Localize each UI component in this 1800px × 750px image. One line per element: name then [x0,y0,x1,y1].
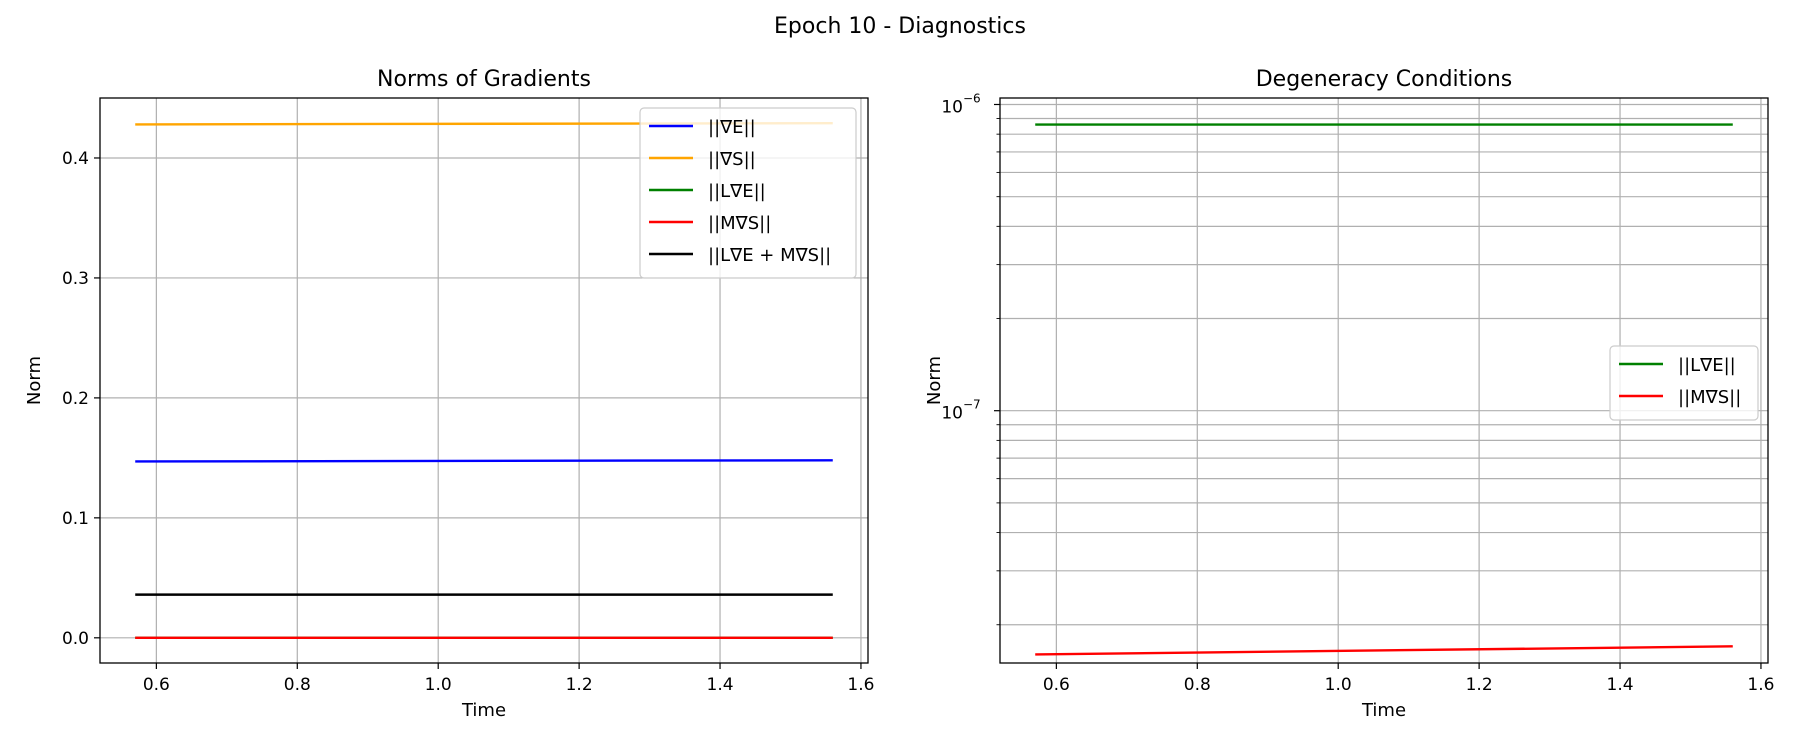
x-axis-label: Time [461,700,506,721]
y-tick-label: 0.4 [62,149,89,169]
x-tick-label: 1.0 [425,675,452,695]
legend-item: ||L∇E + M∇S|| [649,245,831,266]
series-line [1035,645,1733,656]
chart-title: Norms of Gradients [377,67,591,92]
legend-frame [639,107,857,279]
y-tick-label: 10 −7 [941,398,980,424]
y-tick-label: 0.2 [62,389,89,409]
svg-text:10: 10 [941,97,963,117]
y-tick-label: 0.0 [62,629,89,649]
x-tick-label: 1.6 [847,675,874,695]
axes-frame [999,97,1769,664]
chart-title: Degeneracy Conditions [1256,67,1513,92]
figure-title: Epoch 10 - Diagnostics [774,14,1026,39]
legend-item: ||M∇S|| [649,213,771,234]
y-axis-label: Norm [924,356,945,405]
y-tick-label: 0.3 [62,269,89,289]
x-tick-label: 1.2 [1466,675,1493,695]
legend-label: ||M∇S|| [1678,387,1741,408]
grid [1000,98,1768,663]
x-tick-label: 1.0 [1325,675,1352,695]
y-axis-label: Norm [24,356,45,405]
series-line [135,459,833,463]
y-tick-label: 10 −6 [941,91,980,117]
x-tick-label: 1.4 [707,675,734,695]
legend-item: ||M∇S|| [1619,387,1741,408]
legend-label: ||∇E|| [708,117,756,138]
legend-item: ||L∇E|| [649,181,766,202]
legend-label: ||∇S|| [708,149,756,170]
svg-text:10: 10 [941,404,963,424]
legend-label: ||L∇E|| [1678,355,1736,376]
x-tick-label: 0.8 [284,675,311,695]
svg-text:−7: −7 [963,398,981,412]
x-tick-label: 1.4 [1607,675,1634,695]
axes-frame [99,97,869,664]
svg-text:−6: −6 [963,91,981,105]
legend: ||∇E|| ||∇S|| ||L∇E|| ||M∇S|| ||L∇E + M∇S|| [639,107,857,279]
x-tick-label: 1.6 [1747,675,1774,695]
legend-item: ||∇E|| [649,117,756,138]
legend-item: ||L∇E|| [1619,355,1736,376]
y-tick-label: 0.1 [62,509,89,529]
legend-item: ||∇S|| [649,149,756,170]
x-tick-label: 0.6 [1043,675,1070,695]
legend-label: ||L∇E|| [708,181,766,202]
legend-label: ||M∇S|| [708,213,771,234]
x-tick-label: 0.6 [143,675,170,695]
legend: ||L∇E|| ||M∇S|| [1609,345,1759,421]
gradients-norm-chart: 0.6 0.8 1.0 1.2 1.4 1.6 0.0 0.1 0.2 0.3 0.4 Norms o… [24,67,874,721]
x-axis-label: Time [1361,700,1406,721]
x-tick-label: 0.8 [1184,675,1211,695]
legend-label: ||L∇E + M∇S|| [708,245,831,266]
x-tick-label: 1.2 [566,675,593,695]
series-group [1035,123,1733,656]
